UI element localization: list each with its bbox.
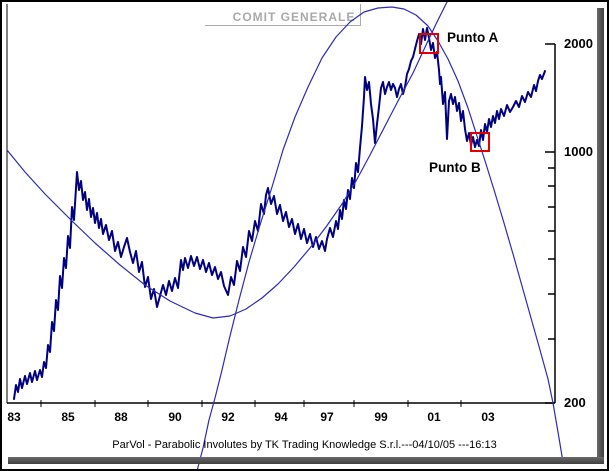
punto-a-marker [419,33,439,54]
x-axis-label: 92 [221,410,235,424]
x-axis-label: 99 [374,410,388,424]
footer-caption: ParVol - Parabolic Involutes by TK Tradi… [112,439,497,451]
y-axis-label: 2000 [564,36,593,51]
punto-a-label: Punto A [447,30,498,45]
x-axis-label: 01 [427,410,441,424]
y-axis-label: 1000 [564,144,593,159]
x-axis-label: 90 [168,410,182,424]
x-axis-label: 83 [7,410,21,424]
involute-curve [6,2,448,319]
panel-shadow-right [597,8,604,464]
chart-title: COMIT GENERALE [232,10,356,24]
x-axis-label: 85 [61,410,75,424]
punto-b-marker [470,132,490,152]
x-axis-label: 03 [481,410,495,424]
title-tab-underline [205,25,361,26]
y-axis-label: 200 [564,395,586,410]
x-axis-label: 88 [114,410,128,424]
involute-curve [196,6,564,469]
x-axis-label: 97 [320,410,334,424]
x-axis-label: 94 [274,410,288,424]
punto-b-label: Punto B [429,160,481,175]
panel-shadow-bottom [8,457,604,464]
price-line [13,27,546,400]
